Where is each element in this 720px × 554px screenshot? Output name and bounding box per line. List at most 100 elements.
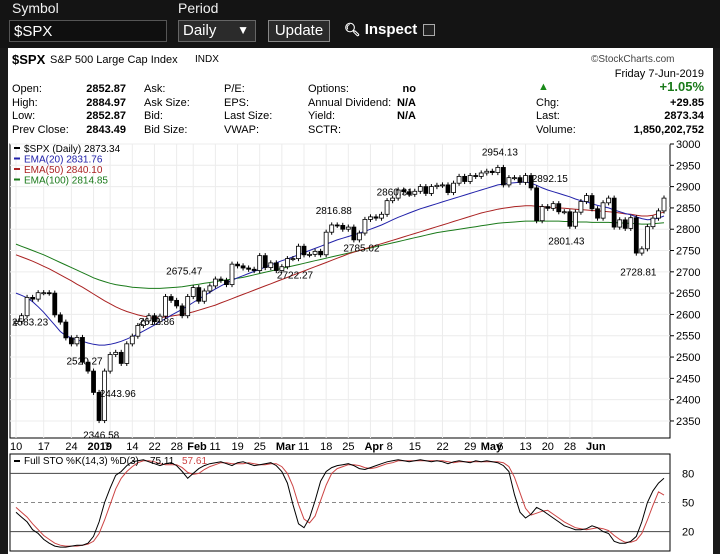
stat-label: P/E: bbox=[224, 83, 245, 95]
candle-body bbox=[373, 216, 379, 219]
stat-label: Low: bbox=[12, 110, 36, 122]
inspect-toggle[interactable]: 🔍︎ Inspect bbox=[344, 21, 417, 38]
search-icon: 🔍︎ bbox=[344, 22, 361, 37]
candle-body bbox=[534, 187, 540, 222]
y-tick-label: 2650 bbox=[676, 288, 700, 300]
inspect-checkbox[interactable] bbox=[423, 24, 435, 36]
stat-value: 2884.97 bbox=[86, 96, 126, 109]
price-annotation: 2801.43 bbox=[548, 237, 585, 248]
stat-label: Volume: bbox=[536, 123, 576, 136]
legend-entry: $SPX (Daily) 2873.34 bbox=[24, 144, 121, 155]
candle-body bbox=[512, 177, 517, 180]
ema50-line bbox=[15, 205, 665, 318]
stat-label: Yield: bbox=[308, 110, 336, 122]
stat-label: Prev Close: bbox=[12, 123, 69, 136]
candle-body bbox=[445, 184, 451, 193]
y-tick-label: 2500 bbox=[676, 352, 700, 364]
x-tick-label: Feb bbox=[187, 441, 207, 453]
candle-body bbox=[622, 219, 628, 229]
candle-body bbox=[262, 255, 268, 268]
ema100-line bbox=[15, 220, 665, 289]
candle-body bbox=[495, 167, 501, 173]
candle-body bbox=[379, 213, 384, 219]
candle-body bbox=[312, 250, 318, 255]
candle-body bbox=[30, 296, 36, 300]
stat-label: Chg: bbox=[536, 96, 560, 109]
candle-body bbox=[517, 177, 523, 183]
x-tick-label: Apr bbox=[364, 441, 384, 453]
legend-swatch bbox=[14, 157, 20, 160]
candle-body bbox=[246, 267, 252, 270]
y-tick-label: 2350 bbox=[676, 416, 700, 428]
price-plot-frame bbox=[9, 143, 671, 439]
stochastic-legend-name: Full STO %K(14,3) %D(3) bbox=[24, 456, 139, 467]
candle-body bbox=[224, 279, 229, 286]
x-tick-label: 28 bbox=[171, 441, 183, 453]
candle-body bbox=[218, 278, 224, 281]
candle-body bbox=[656, 210, 661, 219]
x-tick-label: 6 bbox=[497, 441, 503, 453]
candle-body bbox=[489, 170, 495, 173]
stat-value: 2873.34 bbox=[664, 110, 704, 122]
x-tick-label: 22 bbox=[148, 441, 160, 453]
price-annotation: 2675.47 bbox=[166, 266, 203, 277]
stochastic-k-line bbox=[15, 459, 665, 548]
stochastic-tick-label: 80 bbox=[682, 468, 694, 480]
candle-body bbox=[296, 245, 301, 260]
candle-body bbox=[473, 175, 479, 177]
stat-value: N/A bbox=[397, 110, 416, 122]
candle-body bbox=[484, 170, 490, 174]
candle-body bbox=[351, 226, 357, 241]
candle-body bbox=[340, 224, 346, 230]
price-annotation: 2816.88 bbox=[316, 206, 353, 217]
x-tick-label: 11 bbox=[209, 441, 220, 453]
candle-body bbox=[24, 296, 30, 317]
y-tick-label: 2600 bbox=[676, 309, 700, 321]
price-annotation: 2728.81 bbox=[620, 268, 657, 279]
stat-label: VWAP: bbox=[224, 123, 260, 136]
y-tick-label: 2700 bbox=[676, 267, 700, 279]
candle-body bbox=[135, 325, 141, 337]
candle-body bbox=[107, 354, 113, 372]
candle-body bbox=[368, 216, 373, 220]
stochastic-k-value: 75.11 bbox=[150, 456, 175, 467]
x-tick-label: May bbox=[481, 441, 503, 453]
exchange: INDX bbox=[195, 54, 219, 65]
stat-label: Options: bbox=[308, 83, 349, 95]
candle-body bbox=[257, 255, 263, 271]
candle-body bbox=[318, 250, 324, 256]
candle-body bbox=[284, 258, 290, 268]
price-annotation: 2892.15 bbox=[532, 174, 569, 185]
period-select[interactable]: Daily ▼ bbox=[178, 20, 256, 42]
toolbar: Symbol Period Daily ▼ Update 🔍︎ Inspect bbox=[0, 0, 720, 48]
candle-body bbox=[74, 337, 80, 345]
candle-body bbox=[68, 337, 74, 345]
candle-body bbox=[595, 208, 600, 219]
candle-body bbox=[661, 197, 667, 212]
candle-body bbox=[506, 177, 512, 186]
legend-swatch bbox=[14, 168, 20, 170]
candle-body bbox=[606, 197, 612, 204]
update-button[interactable]: Update bbox=[268, 20, 330, 42]
stochastic-d-value: 57.61 bbox=[182, 456, 207, 467]
price-chart: 2350240024502500255026002650270027502800… bbox=[9, 139, 700, 552]
symbol-input[interactable] bbox=[9, 20, 167, 42]
x-tick-label: 18 bbox=[320, 441, 332, 453]
x-tick-label: 2019 bbox=[88, 441, 112, 453]
candle-body bbox=[428, 186, 434, 194]
symbol-label: Symbol bbox=[12, 0, 59, 16]
candle-body bbox=[212, 278, 218, 287]
stat-label: Annual Dividend: bbox=[308, 96, 392, 109]
candle-body bbox=[174, 299, 180, 307]
stat-value: no bbox=[402, 83, 416, 95]
candle-body bbox=[57, 314, 63, 323]
candle-body bbox=[229, 263, 235, 286]
candle-body bbox=[561, 211, 567, 214]
x-tick-label: 14 bbox=[126, 441, 138, 453]
candle-body bbox=[523, 175, 528, 183]
y-tick-label: 2450 bbox=[676, 373, 700, 385]
candle-body bbox=[356, 232, 362, 241]
stochastic-d-line bbox=[15, 460, 665, 547]
candle-body bbox=[462, 175, 468, 182]
candle-body bbox=[329, 224, 335, 233]
